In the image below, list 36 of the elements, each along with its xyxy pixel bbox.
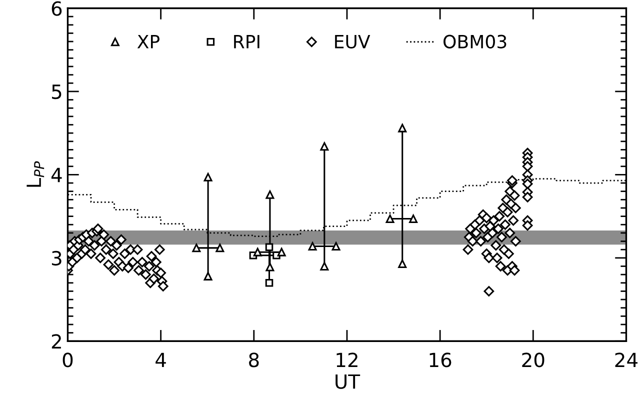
legend-label: EUV bbox=[335, 35, 370, 48]
legend-label: XP bbox=[137, 35, 160, 48]
point bbox=[265, 243, 274, 251]
x-tick-label: 16 bbox=[430, 352, 452, 368]
x-tick-label: 20 bbox=[522, 352, 544, 368]
point bbox=[398, 260, 407, 268]
point bbox=[266, 262, 274, 272]
x-tick-label: 12 bbox=[336, 352, 358, 368]
point bbox=[192, 244, 201, 252]
y-tick-label: 5 bbox=[52, 84, 62, 100]
y-tick-label: 2 bbox=[52, 334, 61, 349]
point bbox=[398, 124, 407, 132]
legend-label: OBM03 bbox=[444, 34, 506, 48]
point bbox=[216, 244, 224, 252]
y-tick-label: 3 bbox=[52, 250, 62, 266]
point bbox=[308, 242, 317, 250]
point bbox=[332, 242, 340, 250]
y-axis-title: L$_{PP}$ bbox=[26, 161, 44, 187]
x-axis-title: UT bbox=[336, 374, 360, 389]
y-tick-label: 4 bbox=[51, 168, 62, 182]
legend-label: RPI bbox=[234, 35, 260, 48]
y-tick-label: 6 bbox=[52, 1, 62, 16]
point bbox=[266, 190, 274, 199]
point bbox=[253, 248, 262, 256]
x-tick-label: 4 bbox=[156, 352, 166, 368]
point bbox=[320, 142, 329, 151]
point bbox=[204, 172, 212, 182]
x-tick-label: 0 bbox=[62, 352, 73, 368]
point bbox=[265, 278, 274, 287]
point bbox=[386, 214, 394, 224]
point bbox=[204, 272, 212, 280]
point bbox=[277, 248, 286, 256]
x-tick-label: 8 bbox=[249, 352, 259, 368]
x-tick-label: 24 bbox=[615, 352, 638, 368]
point bbox=[320, 262, 329, 270]
point bbox=[409, 214, 418, 224]
